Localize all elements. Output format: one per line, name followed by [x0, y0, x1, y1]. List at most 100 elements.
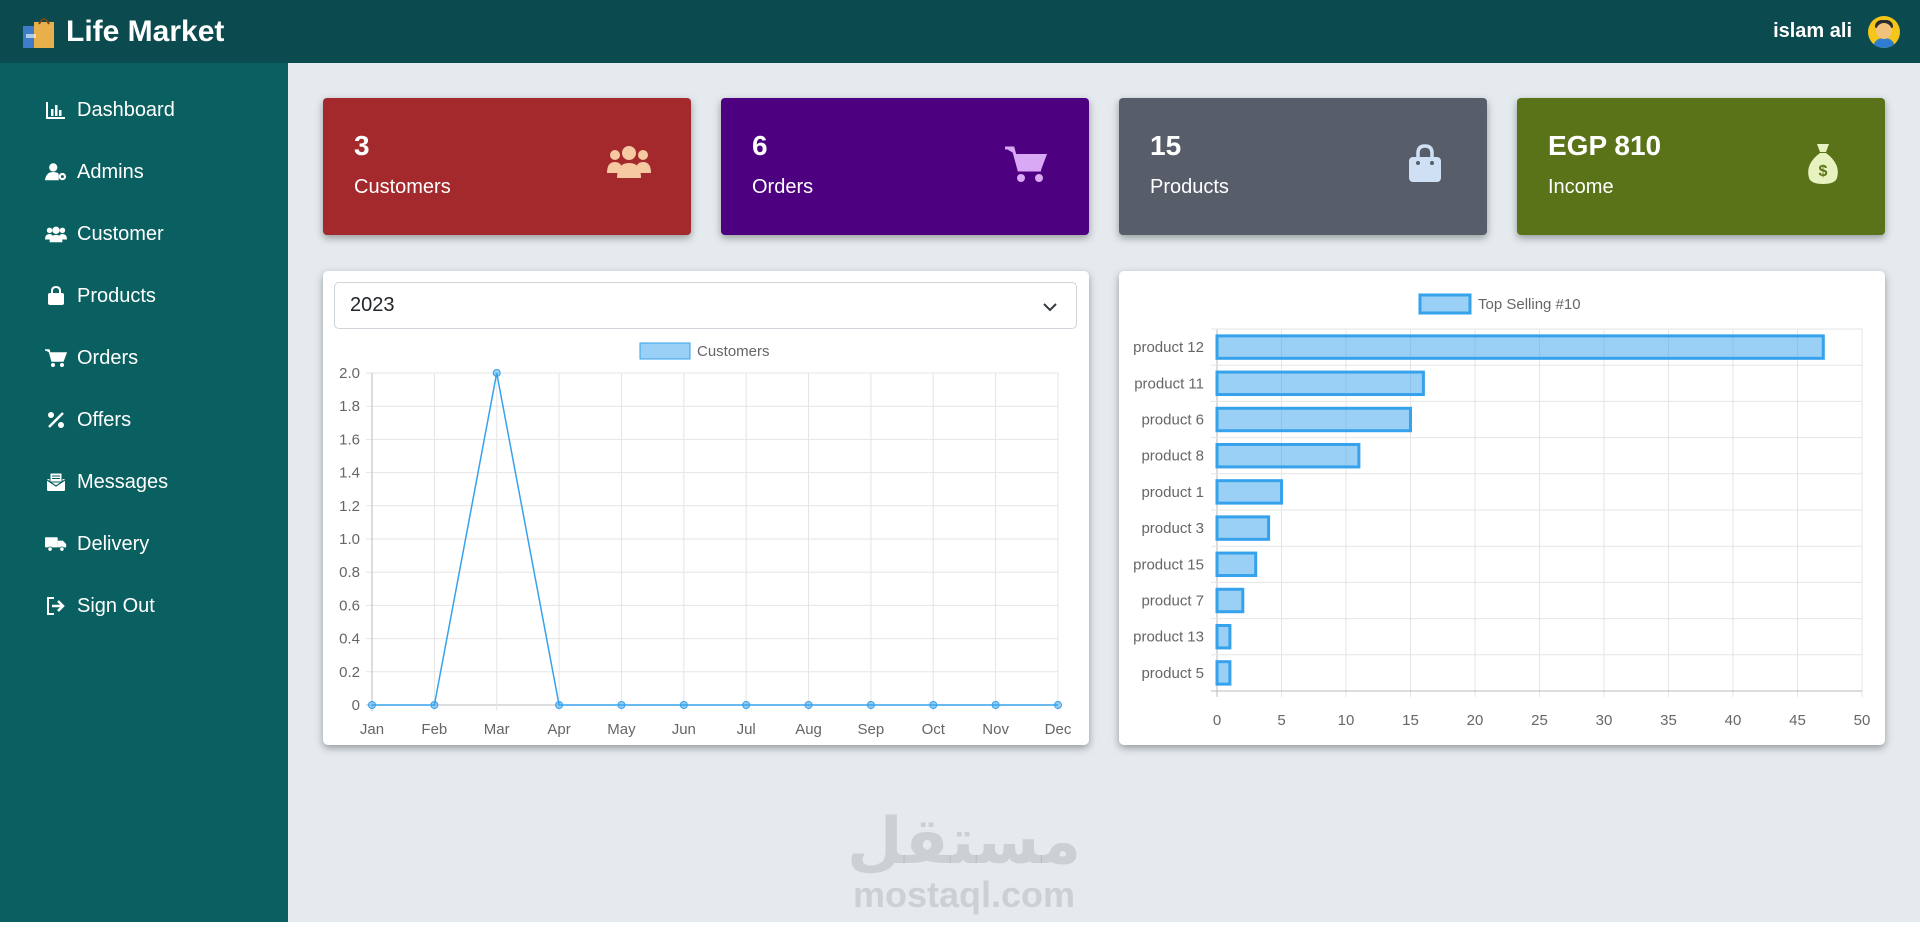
stat-label: Income: [1548, 176, 1614, 198]
stat-card-income[interactable]: EGP 810 Income $: [1517, 98, 1885, 235]
x-tick-label: Sep: [858, 721, 885, 738]
sidebar-item-offers[interactable]: Offers: [0, 389, 288, 451]
x-tick-label: 45: [1789, 712, 1806, 729]
stat-card-products[interactable]: 15 Products: [1119, 98, 1487, 235]
x-tick-label: 35: [1660, 712, 1677, 729]
x-tick-label: 5: [1277, 712, 1285, 729]
watermark-arabic: مستقل: [846, 805, 1082, 879]
year-select-value: 2023: [350, 294, 395, 316]
y-tick-label: 0.2: [339, 664, 360, 681]
stat-label: Orders: [752, 176, 814, 198]
customers-chart-panel: 2023 Customers 0 0.2 0.4 0.6 0.8 1.0 1.2 1.4 1.6 1…: [323, 271, 1089, 745]
stat-card-orders[interactable]: 6 Orders: [721, 98, 1089, 235]
watermark: مستقل mostaql.com: [844, 807, 1084, 913]
sign-out-icon: [45, 596, 67, 616]
user-avatar-icon[interactable]: [1868, 15, 1900, 48]
x-tick-label: 25: [1531, 712, 1548, 729]
sidebar-item-orders[interactable]: Orders: [0, 327, 288, 389]
user-menu[interactable]: islam ali: [1773, 15, 1900, 48]
brand[interactable]: Life Market: [20, 14, 224, 50]
truck-icon: [45, 534, 67, 554]
x-tick-label: Aug: [795, 721, 822, 738]
top-selling-chart-panel: Top Selling #10 0 5 10 15 20 25 30 35 40 45 50 produ…: [1119, 271, 1885, 745]
sidebar-item-sign-out[interactable]: Sign Out: [0, 575, 288, 637]
y-tick-label: product 7: [1141, 593, 1204, 610]
bar: [1215, 334, 1825, 360]
sidebar-item-dashboard[interactable]: Dashboard: [0, 79, 288, 141]
x-tick-label: 15: [1402, 712, 1419, 729]
x-tick-label: 20: [1467, 712, 1484, 729]
sidebar-item-label: Dashboard: [77, 98, 175, 121]
legend-swatch: [1418, 293, 1472, 315]
bar: [1215, 551, 1258, 578]
sidebar-item-label: Offers: [77, 408, 132, 431]
sidebar-item-label: Admins: [77, 160, 144, 183]
bar: [1215, 623, 1232, 650]
y-tick-label: 2.0: [339, 365, 360, 382]
sidebar-item-label: Delivery: [77, 532, 150, 555]
sidebar-item-label: Orders: [77, 346, 139, 369]
data-point: [617, 701, 626, 709]
data-point: [991, 701, 1000, 709]
sidebar-item-delivery[interactable]: Delivery: [0, 513, 288, 575]
stat-value: 15: [1150, 130, 1182, 161]
sidebar-item-products[interactable]: Products: [0, 265, 288, 327]
x-tick-label: Jun: [672, 721, 696, 738]
y-tick-label: 0.8: [339, 564, 360, 581]
main-content: 3 Customers 6 Orders 15 Products EGP 810…: [288, 63, 1920, 922]
cart-icon: [1003, 140, 1051, 188]
x-tick-label: Dec: [1045, 721, 1072, 738]
legend-label: Customers: [697, 343, 770, 360]
y-tick-label: product 11: [1134, 375, 1204, 392]
data-point: [1054, 701, 1062, 709]
envelope-icon: [45, 472, 67, 492]
chart-bar-icon: [45, 100, 67, 120]
data-point: [929, 701, 938, 709]
sidebar-item-label: Messages: [77, 470, 169, 493]
x-tick-label: Jul: [737, 721, 756, 738]
sidebar-item-messages[interactable]: Messages: [0, 451, 288, 513]
money-bag-icon: $: [1799, 140, 1847, 188]
x-tick-label: 40: [1725, 712, 1742, 729]
chart-legend: Top Selling #10: [1418, 293, 1581, 315]
legend-swatch: [639, 342, 691, 360]
data-point: [492, 369, 501, 377]
y-tick-label: 1.8: [339, 398, 360, 415]
user-gear-icon: [45, 162, 67, 182]
sidebar-item-admins[interactable]: Admins: [0, 141, 288, 203]
bar: [1215, 479, 1283, 505]
y-tick-label: product 6: [1141, 412, 1204, 429]
y-tick-label: 0: [352, 697, 360, 714]
x-tick-label: Oct: [922, 721, 946, 738]
y-tick-label: product 5: [1141, 665, 1204, 682]
sidebar-item-customer[interactable]: Customer: [0, 203, 288, 265]
top-bar: Life Market islam ali: [0, 0, 1920, 63]
watermark-english: mostaql.com: [852, 874, 1076, 915]
user-name: islam ali: [1773, 20, 1852, 42]
x-tick-label: Nov: [982, 721, 1009, 738]
data-point: [430, 701, 439, 709]
chart-legend: Customers: [639, 342, 770, 360]
stat-label: Customers: [354, 176, 451, 198]
data-point: [368, 701, 376, 709]
x-tick-label: 30: [1596, 712, 1613, 729]
y-tick-label: product 15: [1133, 556, 1204, 573]
x-tick-label: 0: [1213, 712, 1221, 729]
y-tick-label: 1.0: [339, 531, 360, 548]
sidebar-item-label: Products: [77, 284, 156, 307]
stat-card-customers[interactable]: 3 Customers: [323, 98, 691, 235]
x-tick-label: Feb: [421, 721, 447, 738]
sidebar: Dashboard Admins Customer Products Order…: [0, 63, 288, 922]
users-icon: [45, 224, 67, 244]
top-selling-bar-chart: Top Selling #10 0 5 10 15 20 25 30 35 40 45 50 produ…: [1133, 293, 1870, 729]
bar: [1215, 515, 1271, 541]
year-select[interactable]: 2023: [334, 282, 1077, 329]
y-tick-label: product 13: [1133, 629, 1204, 646]
chevron-down-icon: [1042, 298, 1058, 314]
y-tick-label: product 3: [1141, 520, 1204, 537]
bar: [1215, 442, 1361, 469]
data-point: [679, 701, 688, 709]
bar: [1215, 406, 1412, 433]
y-tick-label: 0.4: [339, 631, 360, 648]
bag-icon: [1401, 140, 1449, 188]
